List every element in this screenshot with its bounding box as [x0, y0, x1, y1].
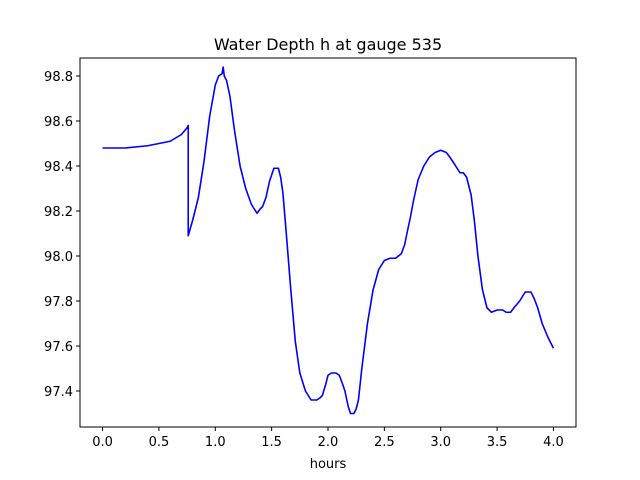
x-tick-label: 1.0	[205, 435, 226, 450]
x-tick-label: 2.5	[374, 435, 395, 450]
y-tick-label: 98.8	[44, 70, 73, 85]
plot-area	[102, 66, 555, 415]
y-tick-label: 98.0	[44, 250, 73, 265]
x-axis-label: hours	[310, 457, 347, 472]
x-tick-label: 0.5	[149, 435, 170, 450]
y-tick-label: 97.4	[44, 385, 73, 400]
x-tick-label: 4.0	[543, 435, 564, 450]
x-tick-label: 1.5	[261, 435, 282, 450]
series-line-0	[102, 66, 555, 415]
y-tick-label: 97.6	[44, 340, 73, 355]
x-tick-label: 3.5	[487, 435, 508, 450]
x-tick-label: 3.0	[430, 435, 451, 450]
y-tick-label: 98.6	[44, 115, 73, 130]
y-tick-label: 98.2	[44, 205, 73, 220]
x-axis: 0.0 0.5 1.0 1.5 2.0 2.5 3.0 3.5 4.0	[92, 427, 564, 450]
y-axis: 97.4 97.6 97.8 98.0 98.2 98.4 98.6 98.8	[44, 70, 80, 400]
chart-title: Water Depth h at gauge 535	[214, 35, 442, 54]
y-tick-label: 97.8	[44, 295, 73, 310]
x-tick-label: 0.0	[92, 435, 113, 450]
y-tick-label: 98.4	[44, 160, 73, 175]
x-tick-label: 2.0	[318, 435, 339, 450]
